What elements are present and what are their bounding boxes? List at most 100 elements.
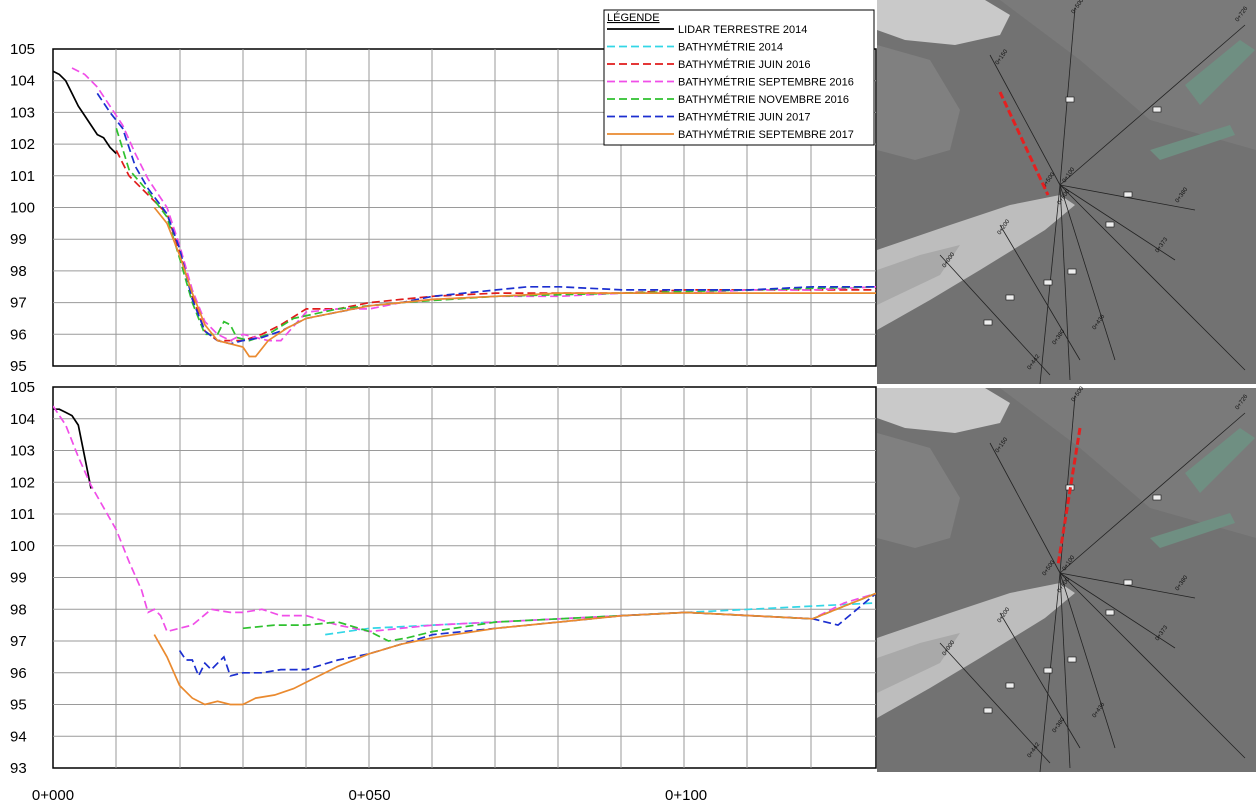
station-marker (1123, 191, 1133, 198)
y-tick-label: 104 (10, 411, 35, 428)
y-tick-label: 104 (10, 73, 35, 90)
y-tick-label: 103 (10, 104, 35, 121)
series-line-lidar-terrestre-2014 (53, 408, 92, 489)
y-tick-label: 105 (10, 41, 35, 58)
station-marker (1067, 656, 1077, 663)
series-line-bathymetrie-novembre-2016 (115, 128, 876, 342)
map-vegetation-patch (1150, 513, 1235, 548)
y-tick-label: 94 (10, 728, 27, 745)
series-line-bathymetrie-septembre-2016 (53, 405, 876, 633)
x-tick-label: 0+050 (348, 787, 390, 804)
station-marker (1152, 494, 1162, 501)
y-tick-label: 98 (10, 601, 27, 618)
map-vegetation-patch (1185, 428, 1255, 493)
series-line-bathymetrie-septembre-2016 (71, 67, 876, 342)
legend-label: LIDAR TERRESTRE 2014 (678, 24, 807, 36)
legend-label: BATHYMÉTRIE 2014 (678, 41, 783, 54)
map-vegetation (877, 245, 960, 305)
transect-line (1059, 412, 1246, 574)
station-marker (1043, 667, 1053, 674)
legend-label: BATHYMÉTRIE JUIN 2017 (678, 111, 810, 124)
transect-line (989, 442, 1061, 574)
y-tick-label: 97 (10, 295, 27, 312)
transect-line (1059, 184, 1196, 211)
map-water-area (1000, 0, 1256, 150)
station-marker (1065, 96, 1075, 103)
map-landmass-north (877, 388, 1010, 433)
y-tick-label: 99 (10, 570, 27, 587)
legend-label: BATHYMÉTRIE SEPTEMBRE 2016 (678, 76, 854, 89)
map-water-area (1000, 388, 1256, 538)
map-panel-top: 0+7260+5000+3800+3730+4360+3800+4420+500… (877, 0, 1256, 385)
transect-line (1059, 184, 1071, 381)
transect-line (1059, 572, 1176, 649)
y-tick-label: 95 (10, 358, 27, 375)
map-shallows (877, 45, 960, 160)
y-tick-label: 102 (10, 474, 35, 491)
map-panel-bottom: 0+7260+5000+3800+3730+4360+3800+4420+500… (877, 385, 1256, 773)
y-tick-label: 96 (10, 326, 27, 343)
transect-line (1059, 572, 1196, 599)
map-landmass-spit (877, 195, 1075, 330)
transect-line (1059, 184, 1116, 361)
y-tick-label: 97 (10, 633, 27, 650)
map-shallows (877, 433, 960, 548)
series-line-bathymetrie-juin-2017 (96, 92, 876, 345)
map-landmass-north (877, 0, 1010, 45)
transect-line (939, 642, 1051, 764)
transect-line (939, 254, 1051, 376)
legend-label: BATHYMÉTRIE NOVEMBRE 2016 (678, 93, 849, 106)
map-vegetation-patch (1150, 125, 1235, 160)
highlighted-transect (1056, 427, 1082, 566)
map-vegetation (877, 633, 960, 693)
y-tick-label: 98 (10, 263, 27, 280)
station-marker (1043, 279, 1053, 286)
y-tick-label: 105 (10, 379, 35, 396)
y-tick-label: 99 (10, 231, 27, 248)
station-marker (983, 707, 993, 714)
legend-title: LÉGENDE (607, 11, 660, 24)
legend-label: BATHYMÉTRIE SEPTEMBRE 2017 (678, 128, 854, 141)
y-tick-label: 96 (10, 665, 27, 682)
y-tick-label: 101 (10, 506, 35, 523)
y-tick-label: 101 (10, 168, 35, 185)
transect-line (999, 612, 1081, 749)
series-line-lidar-terrestre-2014 (53, 70, 117, 155)
y-tick-label: 103 (10, 443, 35, 460)
station-marker (1067, 268, 1077, 275)
legend: LÉGENDE LIDAR TERRESTRE 2014 BATHYMÉTRIE … (603, 9, 875, 146)
station-marker (1123, 579, 1133, 586)
series-line-bathymetrie-septembre-2017 (153, 592, 876, 706)
transect-line (1059, 572, 1246, 759)
series-line-bathymetrie-septembre-2017 (153, 206, 876, 358)
y-tick-label: 100 (10, 200, 35, 217)
transect-line (1059, 572, 1116, 749)
map-vegetation-patch (1185, 40, 1255, 105)
y-tick-label: 95 (10, 697, 27, 714)
series-line-bathymetrie-juin-2017 (178, 592, 876, 678)
transect-line (1059, 184, 1246, 371)
transect-line (999, 224, 1081, 361)
highlighted-transect (998, 91, 1050, 196)
chart-bottom-profile: 93 94 95 96 97 98 99 100 101 102 103 104 105 0+000 0+0… (10, 379, 877, 804)
station-marker (1152, 106, 1162, 113)
station-marker (1005, 682, 1015, 689)
series-line-bathymetrie-juin-2016 (115, 150, 876, 342)
transect-line (1059, 184, 1176, 261)
y-tick-label: 102 (10, 136, 35, 153)
x-tick-label: 0+100 (665, 787, 707, 804)
station-marker (983, 319, 993, 326)
legend-box (603, 9, 875, 146)
y-tick-label: 100 (10, 538, 35, 555)
transect-line (1059, 7, 1076, 186)
station-marker (1105, 221, 1115, 228)
transect-line (1059, 24, 1246, 186)
transect-line (989, 54, 1061, 186)
x-tick-label: 0+000 (32, 787, 74, 804)
y-tick-label: 93 (10, 760, 27, 777)
legend-label: BATHYMÉTRIE JUIN 2016 (678, 58, 810, 71)
station-marker (1005, 294, 1015, 301)
transect-line (1059, 572, 1071, 769)
station-marker (1105, 609, 1115, 616)
